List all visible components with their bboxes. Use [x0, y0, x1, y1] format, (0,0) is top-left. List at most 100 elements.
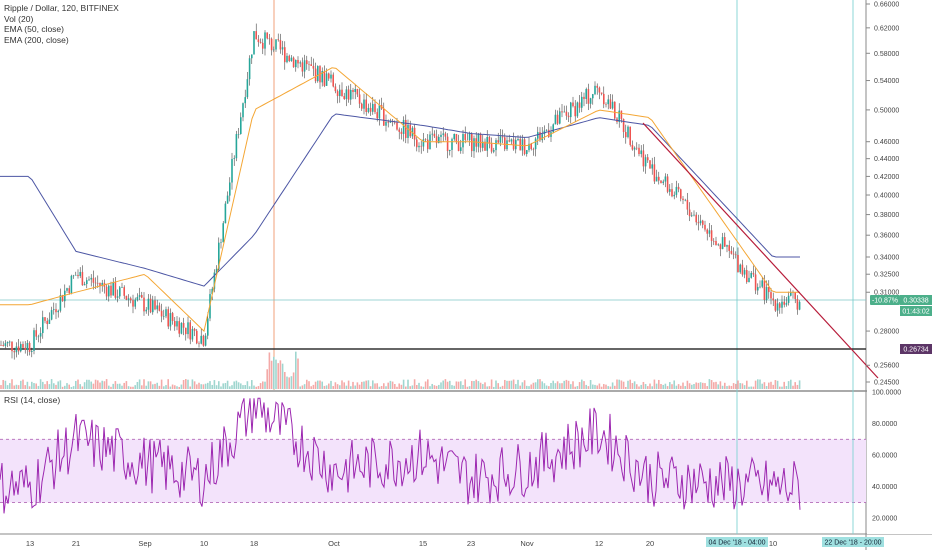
candle-body: [748, 277, 750, 283]
volume-bar: [26, 381, 29, 389]
legend-ema200[interactable]: EMA (200, close): [4, 34, 69, 45]
volume-bar: [418, 382, 420, 389]
volume-bar: [666, 386, 669, 389]
volume-bar: [779, 386, 781, 389]
volume-bar: [532, 382, 535, 389]
volume-bar: [185, 379, 187, 389]
candle-body: [259, 42, 262, 43]
candle-body: [101, 282, 103, 286]
candle-body: [312, 65, 315, 69]
volume-bar: [523, 380, 526, 389]
price-axis[interactable]: [867, 0, 932, 534]
candle-body: [640, 150, 642, 155]
volume-bar: [94, 379, 97, 389]
price-pane[interactable]: [0, 0, 866, 390]
rsi-line: [0, 397, 801, 514]
candle-body: [246, 79, 249, 98]
candle-body: [691, 215, 693, 217]
volume-bar: [196, 384, 198, 389]
candle-body: [735, 254, 737, 256]
volume-bar: [325, 385, 328, 389]
date-tag-1: [706, 537, 768, 547]
volume-bar: [761, 383, 763, 389]
volume-bar: [345, 385, 348, 389]
volume-bar: [323, 385, 326, 389]
volume-bar: [290, 376, 293, 389]
candle-body: [622, 119, 625, 133]
candle-body: [534, 138, 537, 150]
candle-body: [561, 111, 563, 113]
candle-body: [732, 253, 735, 255]
candle-body: [587, 89, 590, 104]
candle-body: [108, 285, 110, 297]
candle-body: [152, 300, 154, 313]
candle-body: [178, 321, 180, 334]
time-axis-label: 12: [595, 539, 603, 548]
volume-bar: [259, 383, 262, 389]
candle-body: [710, 230, 713, 241]
volume-bar: [53, 383, 55, 389]
candle-body: [171, 313, 174, 321]
candle-body: [677, 186, 680, 190]
price-axis-label: 0.58000: [874, 51, 899, 58]
volume-bar: [673, 380, 675, 389]
volume-bar: [374, 383, 376, 389]
candle-body: [121, 287, 123, 288]
candle-body: [141, 295, 143, 298]
volume-bar: [559, 383, 561, 389]
rsi-legend[interactable]: RSI (14, close): [4, 395, 61, 405]
legend-volume[interactable]: Vol (20): [4, 13, 34, 24]
volume-bar: [790, 379, 792, 389]
candle-body: [563, 111, 565, 113]
candle-body: [781, 301, 783, 308]
rsi-axis-label: 60.0000: [872, 453, 897, 460]
volume-bar: [598, 383, 601, 389]
volume-bar: [554, 383, 557, 389]
volume-bar: [143, 379, 145, 389]
volume-bar: [317, 380, 319, 389]
trendline[interactable]: [642, 122, 879, 379]
volume-bar: [235, 380, 238, 389]
volume-bar: [2, 379, 4, 389]
volume-bar: [149, 381, 152, 389]
candle-body: [169, 313, 172, 327]
candle-body: [636, 147, 638, 149]
volume-bar: [75, 380, 77, 389]
candle-body: [270, 38, 273, 51]
volume-bar: [169, 386, 172, 389]
candle-body: [211, 288, 213, 295]
volume-bar: [574, 386, 576, 389]
volume-bar: [130, 386, 132, 389]
candle-body: [488, 136, 491, 144]
legend-ema50[interactable]: EMA (50, close): [4, 24, 64, 34]
volume-bar: [471, 380, 473, 389]
volume-bar: [312, 384, 315, 389]
candle-body: [680, 189, 682, 199]
volume-bar: [352, 381, 354, 389]
volume-bar: [141, 385, 143, 389]
candle-body: [611, 101, 614, 109]
volume-bar: [776, 380, 779, 389]
candle-body: [350, 89, 352, 100]
candle-body: [614, 101, 616, 119]
candle-body: [499, 136, 502, 143]
candle-body: [433, 133, 436, 137]
volume-bar: [545, 385, 548, 389]
chart-title[interactable]: Ripple / Dollar, 120, BITFINEX: [4, 3, 119, 13]
volume-bar: [341, 380, 343, 389]
volume-bar: [330, 380, 332, 389]
candle-body: [110, 285, 112, 296]
volume-bar: [655, 383, 658, 389]
candle-body: [330, 74, 332, 79]
candle-body: [200, 335, 202, 344]
volume-bar: [112, 383, 114, 389]
volume-bar: [306, 379, 308, 389]
volume-bar: [0, 385, 2, 389]
candle-body: [163, 316, 165, 317]
volume-bar: [706, 386, 708, 389]
candle-body: [341, 89, 343, 97]
candle-body: [77, 274, 79, 277]
candle-body: [299, 62, 301, 64]
candle-body: [684, 199, 686, 201]
volume-bar: [200, 384, 202, 389]
